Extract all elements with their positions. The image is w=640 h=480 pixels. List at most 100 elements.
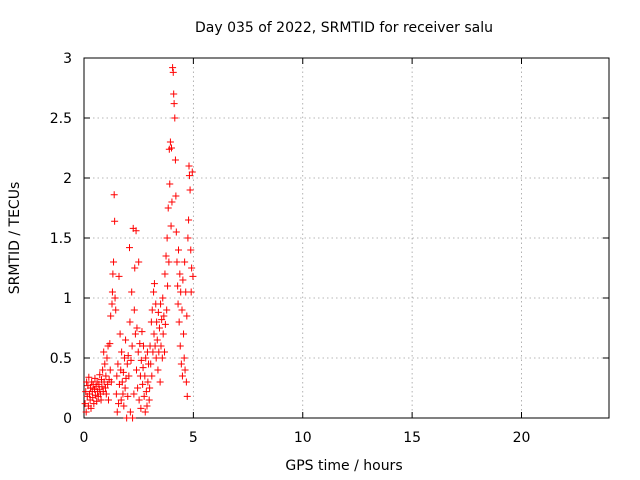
data-point [138, 328, 146, 336]
data-point [125, 372, 133, 380]
data-point [110, 258, 118, 266]
data-point [135, 396, 143, 404]
data-point [135, 258, 143, 266]
data-point [170, 100, 178, 108]
data-point [107, 378, 115, 386]
data-point [126, 408, 134, 416]
data-point [109, 270, 117, 278]
x-axis-label: GPS time / hours [285, 458, 402, 474]
data-point [131, 330, 139, 338]
data-point [106, 340, 114, 348]
data-point [162, 252, 170, 260]
y-tick-label: 0.5 [50, 351, 72, 367]
data-point [82, 408, 90, 416]
data-point [177, 360, 185, 368]
data-point [146, 384, 154, 392]
data-point [174, 282, 182, 290]
data-point [97, 396, 105, 404]
data-point [174, 300, 182, 308]
data-point [172, 228, 180, 236]
y-tick-label: 3 [63, 51, 72, 67]
data-point [124, 352, 132, 360]
data-point [123, 360, 131, 368]
data-point [114, 360, 122, 368]
data-point [108, 288, 116, 296]
data-point [101, 384, 109, 392]
data-point [141, 408, 149, 416]
data-point [137, 404, 145, 412]
x-tick-label: 0 [80, 430, 89, 446]
data-point [175, 246, 182, 254]
data-point [119, 368, 127, 376]
data-point [117, 396, 125, 404]
data-point [128, 288, 136, 296]
y-tick-label: 1.5 [50, 231, 72, 247]
data-point [87, 404, 95, 412]
data-point [150, 280, 158, 288]
data-point [98, 383, 106, 391]
data-point [172, 192, 180, 200]
data-point [130, 390, 138, 398]
data-point [165, 258, 173, 266]
data-point [149, 348, 157, 356]
data-point [161, 348, 168, 356]
data-point [85, 373, 93, 381]
data-point [151, 342, 159, 350]
data-point [156, 378, 164, 386]
data-point [181, 258, 189, 266]
data-point [154, 308, 162, 316]
x-tick-label: 20 [513, 430, 531, 446]
data-point [93, 397, 101, 405]
axis-ticks: 0 5 10 15 20 0 0.5 1 1.5 2 2.5 3 [50, 51, 609, 446]
data-point [176, 270, 184, 278]
data-point [116, 330, 124, 338]
data-point [150, 288, 158, 296]
data-point [181, 366, 189, 374]
data-point [180, 330, 188, 338]
data-point [168, 144, 175, 152]
data-point [102, 372, 110, 380]
data-point [168, 198, 176, 206]
data-point [154, 366, 162, 374]
data-point [134, 384, 142, 392]
y-tick-label: 2.5 [50, 111, 72, 127]
data-point [150, 330, 158, 338]
data-point [159, 294, 167, 302]
data-point [124, 392, 132, 400]
y-tick-label: 1 [63, 291, 72, 307]
data-point [134, 348, 142, 356]
data-point [103, 354, 111, 362]
data-point [113, 408, 121, 416]
y-tick-label: 2 [63, 171, 72, 187]
data-point [158, 316, 166, 324]
data-point [169, 68, 177, 76]
data-point [170, 90, 178, 98]
x-tick-label: 5 [189, 430, 198, 446]
data-point [126, 244, 133, 252]
x-tick-label: 15 [403, 430, 421, 446]
data-point [137, 356, 145, 364]
data-point [164, 282, 172, 290]
data-point [102, 390, 110, 398]
data-point [101, 360, 109, 368]
data-point [118, 348, 126, 356]
data-point [180, 354, 188, 362]
data-point [157, 342, 165, 350]
data-point [139, 380, 147, 388]
data-point [129, 414, 137, 422]
grid-lines [84, 58, 609, 418]
data-point [176, 342, 184, 350]
data-point [111, 294, 119, 302]
data-point [133, 324, 141, 332]
y-tick-label: 0 [63, 411, 72, 427]
data-point [152, 354, 160, 362]
data-point [183, 392, 191, 400]
data-point [159, 330, 167, 338]
data-point [91, 374, 99, 382]
data-point [185, 216, 193, 224]
data-point [187, 246, 195, 254]
data-point [187, 288, 195, 296]
data-point [188, 264, 196, 272]
data-point [141, 372, 149, 380]
